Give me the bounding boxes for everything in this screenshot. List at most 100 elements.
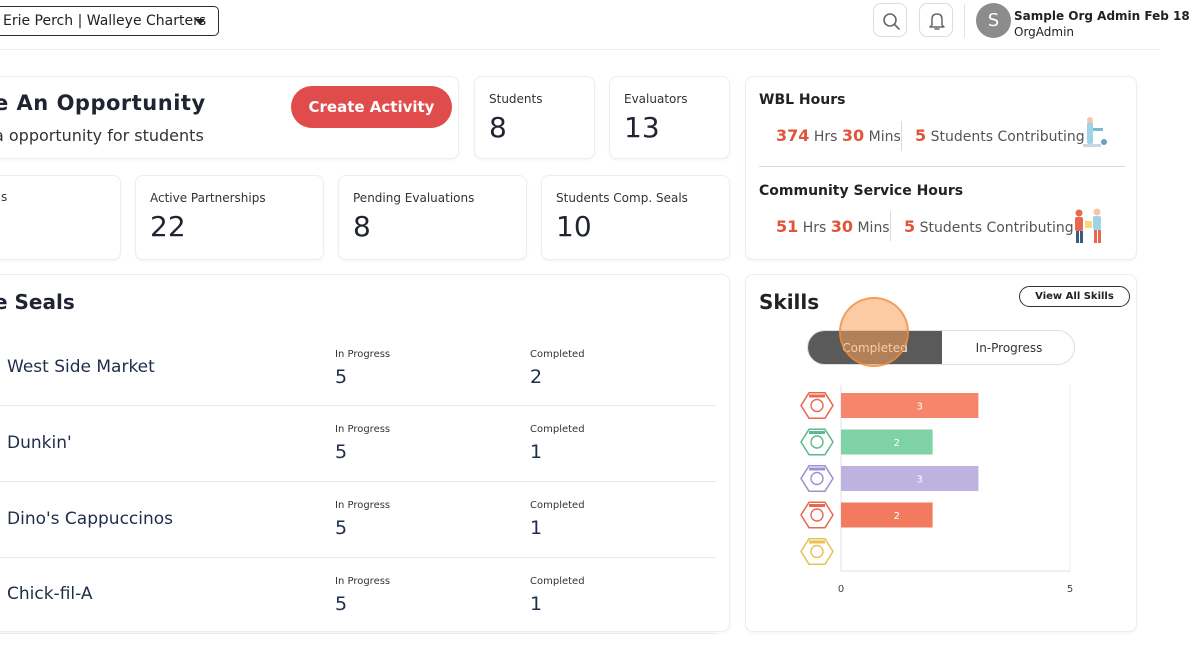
create-activity-button[interactable]: Create Activity [291, 86, 452, 128]
skill-badge-center [810, 508, 824, 522]
skill-badge-center [810, 398, 824, 413]
stat-value: 8 [353, 210, 371, 243]
community-hours-title: Community Service Hours [759, 183, 964, 199]
stat-card-active-partnerships[interactable]: Active Partnerships 22 [135, 175, 324, 260]
skill-badge-icon [800, 538, 834, 565]
skill-bar [841, 393, 979, 418]
section-divider [759, 166, 1125, 167]
in-progress-value: 5 [335, 366, 348, 388]
opportunity-title: e An Opportunity [0, 91, 206, 115]
seal-row[interactable]: Dino's Cappuccinos In Progress 5 Complet… [0, 482, 716, 558]
in-progress-label: In Progress [335, 576, 391, 587]
skills-title: Skills [759, 290, 820, 314]
seal-row[interactable]: Chick-fil-A In Progress 5 Completed 1 [0, 558, 716, 634]
completed-label: Completed [530, 349, 585, 360]
stat-card-evaluators[interactable]: Evaluators 13 [609, 76, 730, 159]
view-all-skills-button[interactable]: View All Skills [1019, 286, 1130, 307]
seal-name[interactable]: West Side Market [7, 357, 155, 377]
in-progress-label: In Progress [335, 500, 391, 511]
seal-row[interactable]: Dunkin' In Progress 5 Completed 1 [0, 406, 716, 482]
wbl-hours-title: WBL Hours [759, 92, 846, 108]
skill-badge-center [810, 471, 824, 486]
in-progress-value: 5 [335, 517, 348, 539]
stat-label: Evaluators [624, 92, 688, 106]
seals-title: e Seals [0, 290, 75, 314]
completed-value: 1 [530, 441, 543, 463]
user-name[interactable]: Sample Org Admin Feb 18 [1014, 9, 1190, 23]
skills-card: Skills View All Skills Completed In-Prog… [745, 274, 1137, 632]
x-tick-label: 5 [1067, 584, 1073, 595]
skill-badge-ribbon [809, 431, 825, 434]
skill-badge-icon [800, 501, 834, 529]
caret-down-icon [195, 19, 205, 25]
worker-illustration-icon [1083, 117, 1107, 147]
completed-label: Completed [530, 576, 585, 587]
seal-row[interactable]: West Side Market In Progress 5 Completed… [0, 330, 716, 406]
stat-card-students[interactable]: Students 8 [474, 76, 595, 159]
community-students-contributing: 5 Students Contributing [904, 217, 1074, 236]
in-progress-value: 5 [335, 593, 348, 615]
skill-badge-center [810, 435, 824, 449]
community-hours-value: 51 Hrs 30 Mins [776, 217, 890, 236]
skill-bar-label: 3 [917, 475, 923, 486]
completed-value: 2 [530, 366, 543, 388]
skill-badge-icon [800, 392, 834, 419]
skill-bar-label: 3 [917, 402, 923, 413]
skill-badge-icon [800, 428, 834, 456]
org-selector-label: Erie Perch | Walleye Charters [3, 13, 207, 29]
x-tick-label: 0 [838, 584, 844, 595]
search-icon [883, 13, 900, 30]
stat-label: s [1, 190, 8, 204]
seal-name[interactable]: Dino's Cappuccinos [7, 509, 174, 529]
in-progress-value: 5 [335, 441, 348, 463]
stat-label: Students [489, 92, 543, 106]
seals-card [0, 274, 730, 632]
skill-bar-label: 2 [894, 438, 900, 449]
skill-badge-ribbon [809, 394, 825, 398]
skills-bar-chart: 3 2 3 2 0 5 [800, 385, 1073, 595]
skill-bar [841, 466, 979, 491]
header-divider [964, 4, 965, 38]
stat-value: 8 [489, 111, 507, 144]
stat-value: 22 [150, 210, 186, 243]
stat-label: Pending Evaluations [353, 191, 475, 205]
toggle-in-progress[interactable]: In-Progress [975, 341, 1043, 355]
skill-badge-ribbon [809, 467, 825, 471]
volunteers-illustration-icon [1075, 208, 1101, 243]
skill-badge-ribbon [809, 504, 825, 507]
bell-icon [929, 13, 945, 30]
stat-card-pending-evaluations[interactable]: Pending Evaluations 8 [338, 175, 527, 260]
divider [890, 211, 891, 241]
stat-label: Active Partnerships [150, 191, 266, 205]
seal-name[interactable]: Dunkin' [7, 433, 72, 453]
stat-label: Students Comp. Seals [556, 191, 688, 205]
skill-bar-label: 2 [894, 511, 900, 522]
avatar[interactable]: S [976, 3, 1011, 38]
completed-value: 1 [530, 593, 543, 615]
click-indicator [839, 297, 909, 367]
org-selector[interactable]: Erie Perch | Walleye Charters [0, 6, 219, 36]
search-button[interactable] [873, 3, 907, 37]
stat-card-students-comp-seals[interactable]: Students Comp. Seals 10 [541, 175, 730, 260]
top-bar: Erie Perch | Walleye Charters S Sample O… [0, 0, 1190, 50]
in-progress-label: In Progress [335, 424, 391, 435]
stat-card-partial[interactable]: s [0, 175, 121, 260]
divider [901, 121, 902, 151]
in-progress-label: In Progress [335, 349, 391, 360]
user-role: OrgAdmin [1014, 25, 1075, 39]
wbl-students-contributing: 5 Students Contributing [915, 126, 1085, 145]
completed-value: 1 [530, 517, 543, 539]
wbl-hours-value: 374 Hrs 30 Mins [776, 126, 901, 145]
notifications-button[interactable] [919, 3, 953, 37]
skill-bar [841, 429, 933, 455]
skill-badge-icon [800, 465, 834, 492]
skill-badge-ribbon [809, 540, 825, 544]
seal-name[interactable]: Chick-fil-A [7, 584, 93, 604]
hours-card: WBL Hours 374 Hrs 30 Mins 5 Students Con… [745, 76, 1137, 260]
stat-value: 10 [556, 210, 592, 243]
skill-bar [841, 502, 933, 528]
completed-label: Completed [530, 500, 585, 511]
stat-value: 13 [624, 111, 660, 144]
skill-badge-center [810, 544, 824, 559]
completed-label: Completed [530, 424, 585, 435]
